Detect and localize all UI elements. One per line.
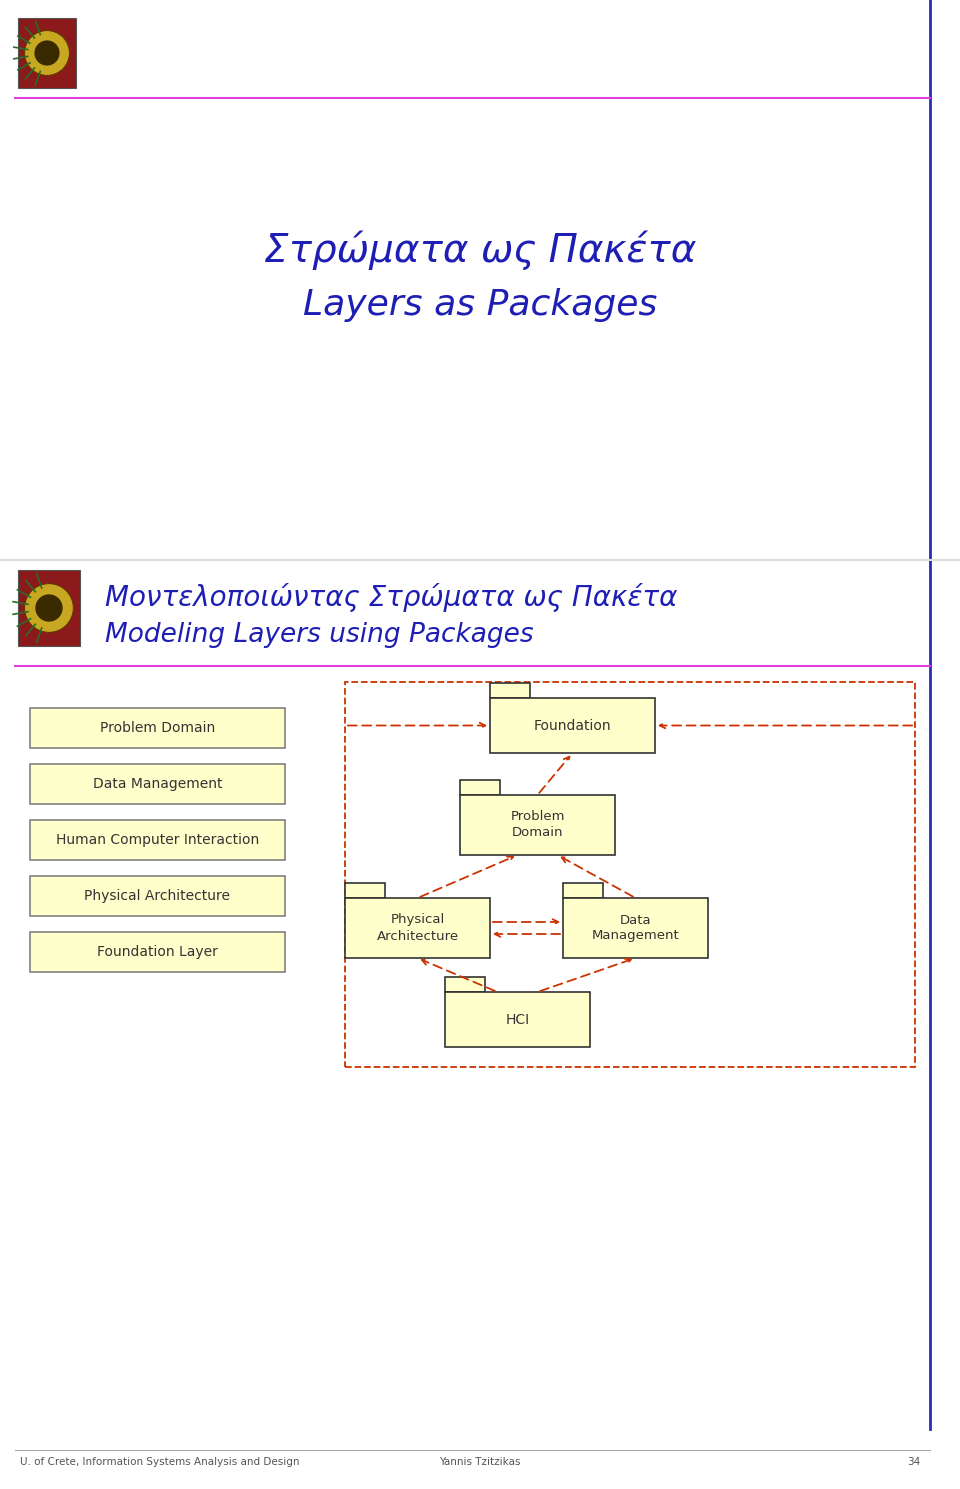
Circle shape: [25, 31, 69, 76]
Text: 34: 34: [907, 1458, 920, 1467]
Text: Data
Management: Data Management: [591, 913, 680, 943]
Circle shape: [36, 594, 62, 622]
Text: Data Management: Data Management: [93, 777, 223, 791]
FancyBboxPatch shape: [30, 932, 285, 972]
Text: U. of Crete, Information Systems Analysis and Design: U. of Crete, Information Systems Analysi…: [20, 1458, 300, 1467]
FancyBboxPatch shape: [445, 977, 485, 992]
Text: Στρώματα ως Πακέτα: Στρώματα ως Πακέτα: [264, 231, 696, 270]
Text: Physical
Architecture: Physical Architecture: [376, 913, 459, 943]
FancyBboxPatch shape: [460, 795, 615, 855]
FancyBboxPatch shape: [345, 883, 385, 898]
FancyBboxPatch shape: [563, 898, 708, 957]
FancyBboxPatch shape: [30, 707, 285, 747]
Text: Physical Architecture: Physical Architecture: [84, 889, 230, 902]
FancyBboxPatch shape: [490, 683, 530, 698]
FancyBboxPatch shape: [563, 883, 603, 898]
FancyBboxPatch shape: [445, 992, 590, 1047]
Text: HCI: HCI: [505, 1013, 530, 1026]
FancyBboxPatch shape: [490, 698, 655, 753]
Text: Human Computer Interaction: Human Computer Interaction: [56, 832, 259, 847]
Circle shape: [35, 40, 60, 66]
FancyBboxPatch shape: [30, 820, 285, 861]
Circle shape: [25, 584, 73, 633]
FancyBboxPatch shape: [30, 876, 285, 916]
Text: Modeling Layers using Packages: Modeling Layers using Packages: [105, 622, 534, 648]
FancyBboxPatch shape: [460, 780, 500, 795]
FancyBboxPatch shape: [18, 18, 76, 88]
FancyBboxPatch shape: [345, 898, 490, 957]
Text: Layers as Packages: Layers as Packages: [302, 287, 658, 322]
Text: Foundation Layer: Foundation Layer: [97, 946, 218, 959]
Text: Problem
Domain: Problem Domain: [511, 810, 564, 840]
Text: Foundation: Foundation: [534, 719, 612, 733]
Text: Μοντελοποιώντας Στρώματα ως Πακέτα: Μοντελοποιώντας Στρώματα ως Πακέτα: [105, 584, 678, 612]
Text: Problem Domain: Problem Domain: [100, 721, 215, 736]
Text: Yannis Tzitzikas: Yannis Tzitzikas: [440, 1458, 520, 1467]
FancyBboxPatch shape: [30, 764, 285, 804]
FancyBboxPatch shape: [18, 570, 80, 646]
